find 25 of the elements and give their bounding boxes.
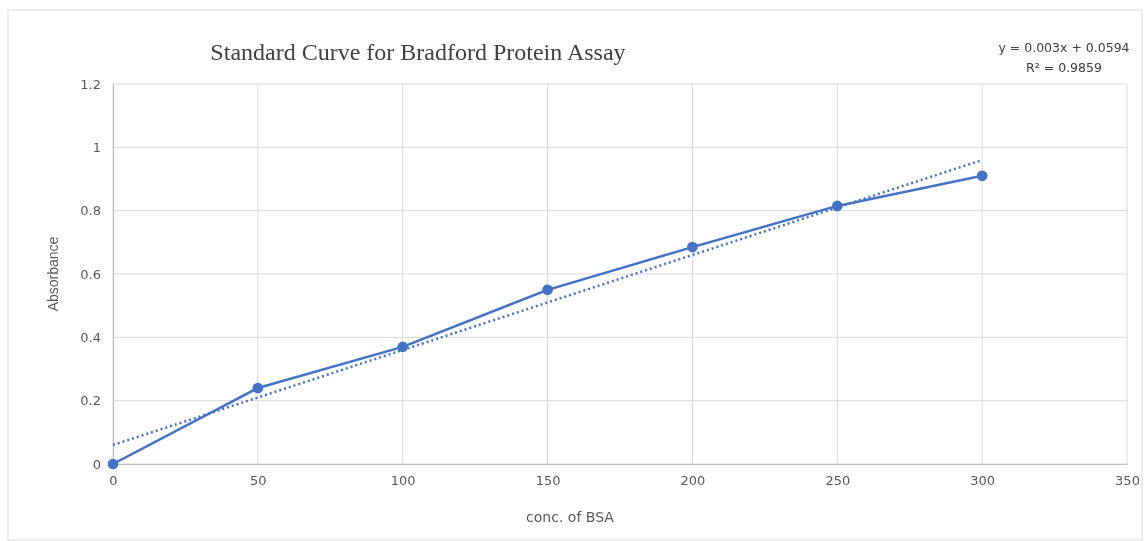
y-axis-title: Absorbance	[45, 236, 61, 312]
y-tick-label: 0.2	[80, 393, 101, 409]
x-tick-label: 250	[825, 473, 851, 489]
x-tick-label: 200	[680, 473, 706, 489]
text: R² = 0.9859	[1026, 60, 1102, 75]
point	[252, 382, 264, 394]
y-tick-label: 0.6	[80, 266, 101, 282]
y-tick-label: 0.8	[80, 203, 101, 219]
point	[976, 170, 988, 182]
point	[107, 458, 119, 470]
y-tick-label: 1	[92, 139, 101, 155]
x-tick-label: 300	[970, 473, 996, 489]
y-tick-label: 1.2	[80, 76, 101, 92]
chart-title: Standard Curve for Bradford Protein Assay	[210, 39, 626, 65]
point	[542, 284, 553, 296]
x-tick-label: 100	[390, 473, 416, 489]
text: y = 0.003x + 0.0594	[998, 40, 1130, 55]
y-tick-label: 0.4	[80, 329, 101, 345]
x-tick-label: 0	[109, 473, 118, 489]
y-tick-label: 0	[92, 456, 101, 472]
point	[687, 241, 698, 253]
x-tick-label: 150	[535, 473, 561, 489]
x-axis-title: conc. of BSA	[526, 509, 615, 525]
x-tick-label: 50	[250, 473, 267, 489]
x-tick-label: 350	[1115, 473, 1140, 489]
